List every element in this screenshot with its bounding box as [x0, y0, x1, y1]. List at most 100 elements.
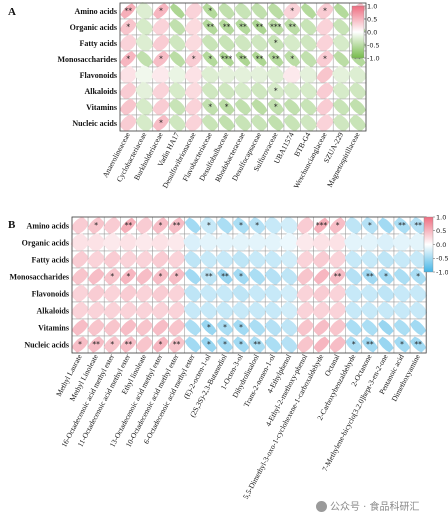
heatmap-cell: [71, 216, 89, 235]
heatmap-cell: [409, 250, 428, 269]
significance-mark: *: [159, 340, 163, 349]
heatmap-cell: [168, 82, 187, 100]
heatmap-cell: [332, 18, 350, 36]
cell-ellipse: [201, 114, 219, 132]
cell-ellipse: [377, 268, 395, 285]
cell-ellipse: [135, 268, 153, 285]
heatmap-cell: [135, 2, 154, 20]
cell-ellipse: [103, 318, 121, 337]
significance-mark: **: [125, 221, 133, 230]
cell-ellipse: [329, 268, 347, 285]
significance-mark: *: [352, 340, 356, 349]
heatmap-cell: [280, 216, 299, 235]
cell-ellipse: [169, 3, 186, 19]
cell-ellipse: [345, 267, 363, 286]
cell-ellipse: [332, 65, 351, 85]
color-scale-tick-label: 0.0: [367, 28, 377, 36]
cell-ellipse: [248, 319, 266, 336]
cell-ellipse: [251, 19, 268, 35]
cell-ellipse: [377, 284, 395, 303]
heatmap-cell: [280, 318, 299, 337]
heatmap-frame: [71, 216, 427, 354]
significance-mark: *: [384, 272, 388, 281]
significance-mark: *: [208, 55, 212, 64]
cell-ellipse: [201, 66, 220, 84]
cell-ellipse: [168, 65, 187, 85]
heatmap-cell: [377, 216, 395, 235]
heatmap-cell: [135, 81, 154, 101]
heatmap-cell: **: [361, 335, 379, 354]
significance-mark: *: [290, 55, 294, 64]
heatmap-cell: [283, 82, 302, 100]
heatmap-cell: [280, 335, 299, 354]
heatmap-cell: [135, 284, 154, 303]
cell-ellipse: [234, 82, 252, 100]
heatmap-cell: [316, 98, 334, 116]
heatmap-cell: **: [250, 18, 268, 36]
cell-ellipse: [167, 335, 186, 354]
heatmap-cell: [409, 301, 428, 320]
cell-ellipse: [152, 2, 170, 20]
significance-mark: *: [239, 340, 243, 349]
significance-mark: *: [323, 55, 327, 64]
heatmap-cell: **: [201, 18, 219, 36]
heatmap-cell: [377, 318, 395, 337]
cell-ellipse: [218, 51, 235, 67]
color-scale-tick-label: 0.5: [367, 15, 377, 23]
cell-ellipse: [152, 114, 170, 132]
heatmap-cell: *: [87, 216, 105, 235]
significance-mark: *: [110, 340, 114, 349]
heatmap-cell: [87, 284, 105, 303]
cell-ellipse: [71, 216, 89, 235]
cell-ellipse: [87, 268, 105, 285]
heatmap-cell: [71, 250, 89, 269]
cell-ellipse: [119, 18, 137, 36]
significance-mark: *: [159, 272, 163, 281]
significance-mark: *: [274, 103, 278, 112]
cell-ellipse: [316, 2, 334, 20]
heatmap-cell: [119, 301, 138, 320]
cell-ellipse: [328, 250, 347, 269]
cell-ellipse: [409, 216, 427, 235]
cell-ellipse: [215, 250, 234, 269]
significance-mark: **: [398, 221, 406, 230]
cell-ellipse: [332, 114, 351, 132]
significance-mark: **: [256, 55, 264, 64]
heatmap-cell: [232, 250, 250, 269]
cell-ellipse: [184, 82, 203, 100]
cell-ellipse: [71, 319, 89, 336]
cell-ellipse: [332, 34, 351, 52]
cell-ellipse: [316, 114, 334, 132]
significance-mark: **: [239, 23, 247, 32]
row-label: Vitamins: [38, 324, 69, 333]
significance-mark: *: [416, 272, 420, 281]
cell-ellipse: [296, 335, 315, 354]
cell-ellipse: [217, 65, 236, 85]
row-label: Fatty acids: [31, 256, 69, 265]
heatmap-cell: [118, 233, 138, 252]
row-label: Nucleic acids: [72, 119, 117, 128]
significance-mark: **: [414, 221, 422, 230]
row-label: Fatty acids: [79, 39, 117, 48]
heatmap-cell: [119, 98, 137, 116]
heatmap-cell: **: [120, 216, 137, 235]
significance-mark: **: [205, 272, 213, 281]
significance-mark: **: [366, 272, 374, 281]
cell-ellipse: [267, 114, 285, 132]
heatmap-cell: [332, 82, 351, 100]
cell-ellipse: [264, 336, 282, 353]
heatmap-cell: [280, 267, 299, 286]
cell-ellipse: [218, 98, 235, 116]
heatmap-cell: [167, 250, 186, 269]
heatmap-cell: [313, 318, 331, 337]
cell-ellipse: [202, 2, 219, 20]
heatmap-cell: *: [152, 335, 169, 354]
cell-ellipse: [218, 18, 235, 36]
cell-ellipse: [266, 82, 285, 100]
heatmap-cell: [266, 66, 285, 84]
heatmap-cell: **: [329, 267, 347, 286]
cell-ellipse: [313, 268, 330, 285]
cell-ellipse: [232, 284, 250, 303]
heatmap-cell: [295, 232, 316, 253]
